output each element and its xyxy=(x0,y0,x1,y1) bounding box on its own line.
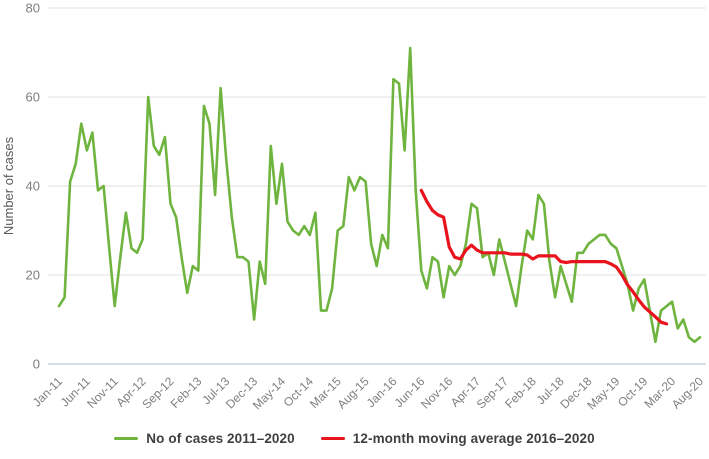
legend-item-moving-average: 12-month moving average 2016–2020 xyxy=(320,430,595,446)
y-tick-label: 60 xyxy=(26,90,40,105)
moving-average-series-line xyxy=(419,188,669,326)
x-tick-label: Jan-16 xyxy=(364,374,400,410)
y-tick-label: 40 xyxy=(26,179,40,194)
y-tick-label: 20 xyxy=(26,268,40,283)
legend-item-cases: No of cases 2011–2020 xyxy=(114,430,295,446)
legend-label-cases: No of cases 2011–2020 xyxy=(146,430,295,446)
chart-legend: No of cases 2011–2020 12-month moving av… xyxy=(0,423,709,453)
y-tick-label: 80 xyxy=(26,1,40,16)
x-tick-label: Nov-11 xyxy=(84,374,121,411)
y-axis-title: Number of cases xyxy=(1,136,16,235)
y-tick-label: 0 xyxy=(33,357,40,372)
x-tick-label: Nov-16 xyxy=(418,374,455,411)
x-tick-label: Feb-13 xyxy=(168,374,205,411)
red-line-swatch-icon xyxy=(320,436,345,440)
x-tick-label: Feb-18 xyxy=(502,374,539,411)
cases-series-line xyxy=(57,46,702,344)
legend-label-moving-average: 12-month moving average 2016–2020 xyxy=(352,430,595,446)
x-tick-label: Jan-11 xyxy=(30,374,65,409)
green-line-swatch-icon xyxy=(114,436,139,440)
x-tick-label: Aug-15 xyxy=(334,374,371,411)
x-tick-label: Aug-20 xyxy=(669,374,706,411)
